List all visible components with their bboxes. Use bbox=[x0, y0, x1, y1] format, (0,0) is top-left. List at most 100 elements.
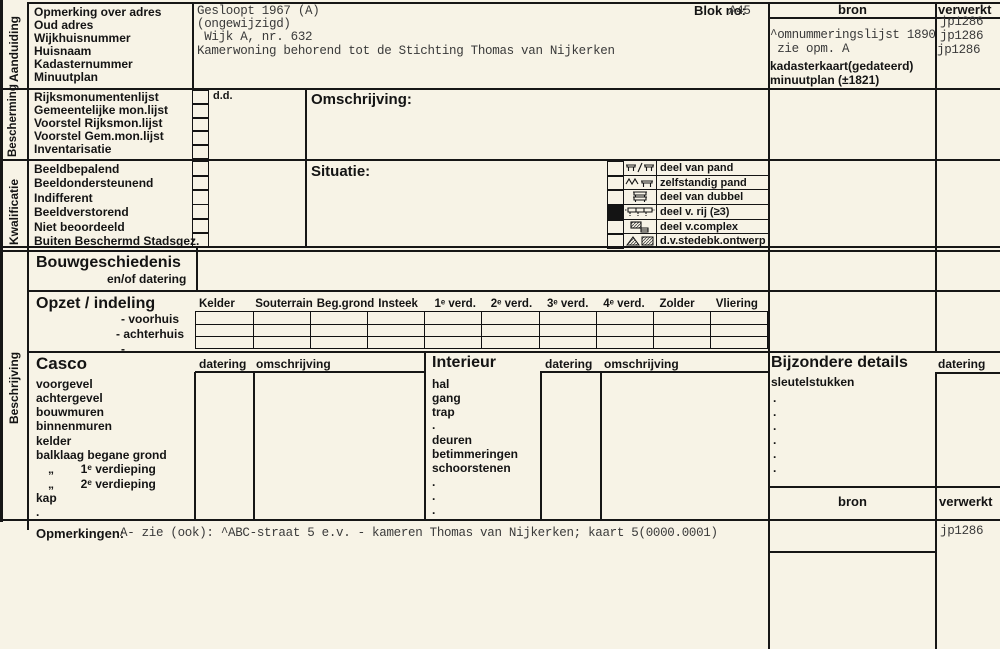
opzet-cell[interactable] bbox=[310, 336, 368, 348]
bijzondere-item-dot6: . bbox=[773, 461, 777, 475]
opzet-cell[interactable] bbox=[538, 312, 596, 324]
checkbox-beeldbepalend[interactable] bbox=[192, 161, 209, 177]
legend-label: deel v.complex bbox=[660, 220, 739, 233]
checkbox-deel-van-pand[interactable] bbox=[607, 161, 624, 177]
casco-item-bouwmuren: bouwmuren bbox=[36, 405, 104, 419]
situatie-area[interactable] bbox=[307, 182, 605, 246]
bron-header-bottom: bron bbox=[838, 494, 867, 509]
opzet-cell[interactable] bbox=[652, 336, 710, 348]
opzet-row-label-voorhuis: - voorhuis bbox=[121, 312, 180, 326]
opzet-cell[interactable] bbox=[481, 336, 539, 348]
legend-row-deel-v-rij: deel v. rij (≥3) bbox=[607, 205, 768, 221]
opzet-col-insteek: Insteek bbox=[378, 298, 418, 310]
opzet-cell[interactable] bbox=[253, 324, 311, 336]
casco-item-kap: kap bbox=[36, 491, 57, 505]
opzet-cell[interactable] bbox=[538, 324, 596, 336]
line-verwerkt-divider-bottom bbox=[935, 372, 937, 649]
kwalificatie-item-indifferent: Indifferent bbox=[34, 191, 93, 205]
checkbox-deel-v-complex[interactable] bbox=[607, 219, 624, 235]
blok-no-value: A45 bbox=[729, 4, 751, 18]
bron-header-underline bbox=[768, 17, 1000, 19]
checkbox-deel-van-dubbel[interactable] bbox=[607, 190, 624, 206]
bescherming-item-rijksmonumentenlijst: Rijksmonumentenlijst bbox=[34, 90, 159, 104]
interieur-item-dot1: . bbox=[432, 418, 436, 432]
opzet-cell[interactable] bbox=[424, 324, 482, 336]
opzet-cell[interactable] bbox=[652, 312, 710, 324]
casco-datering-col-left bbox=[194, 372, 196, 519]
checkbox-beeldverstorend[interactable] bbox=[192, 203, 209, 220]
interieur-item-trap: trap bbox=[432, 405, 455, 419]
checkbox-niet-beoordeeld[interactable] bbox=[192, 217, 209, 234]
casco-item-voorgevel: voorgevel bbox=[36, 377, 93, 391]
opzet-cell[interactable] bbox=[595, 312, 653, 324]
checkbox-zelfstandig-pand[interactable] bbox=[607, 175, 624, 191]
double-rule-b bbox=[0, 250, 1000, 252]
opzet-cell[interactable] bbox=[595, 336, 653, 348]
opzet-cell[interactable] bbox=[595, 324, 653, 336]
opzet-cell[interactable] bbox=[196, 324, 254, 336]
opzet-grid bbox=[195, 311, 768, 349]
typed-value-line2: (ongewijzigd) bbox=[197, 17, 291, 31]
checkbox-gemeentelijke-mon-lijst[interactable] bbox=[192, 103, 209, 119]
checkbox-inventarisatie[interactable] bbox=[192, 143, 209, 160]
opzet-col-beg-grond: Beg.grond bbox=[316, 298, 375, 310]
line-aanduiding-bottom bbox=[0, 88, 1000, 90]
dd-label: d.d. bbox=[213, 90, 233, 102]
opzet-cell[interactable] bbox=[481, 324, 539, 336]
interieur-datering-col-left bbox=[540, 372, 542, 519]
bron-typed-line1: ^omnummeringslijst 1890 bbox=[770, 28, 936, 42]
bouwgeschiedenis-area[interactable] bbox=[198, 252, 766, 288]
opzet-col-1e-verd: 1ᵉ verd. bbox=[434, 298, 476, 310]
opzet-col-3e-verd: 3ᵉ verd. bbox=[547, 298, 589, 310]
opzet-title: Opzet / indeling bbox=[36, 295, 156, 312]
checkbox-stedebouwkundig-ontwerp[interactable] bbox=[607, 234, 624, 250]
checkbox-beeldondersteunend[interactable] bbox=[192, 175, 209, 192]
checkbox-rijksmonumentenlijst[interactable] bbox=[192, 90, 209, 106]
opzet-cell[interactable] bbox=[709, 312, 767, 324]
opmerkingen-typed-text: A- zie (ook): ^ABC-straat 5 e.v. - kamer… bbox=[120, 526, 718, 540]
deel-van-dubbel-icon bbox=[624, 190, 657, 205]
field-label-wijkhuisnummer: Wijkhuisnummer bbox=[34, 31, 131, 45]
opzet-cell[interactable] bbox=[367, 312, 424, 324]
checkbox-voorstel-gem-mon[interactable] bbox=[192, 130, 209, 146]
situatie-legend: deel van pand zelfstandig pand deel van … bbox=[607, 161, 768, 250]
opzet-cell[interactable] bbox=[424, 312, 481, 324]
opzet-cell[interactable] bbox=[196, 312, 253, 324]
interieur-datering-column[interactable] bbox=[542, 373, 598, 518]
opzet-cell[interactable] bbox=[709, 324, 767, 336]
opzet-cell[interactable] bbox=[196, 336, 254, 348]
opzet-cell[interactable] bbox=[652, 324, 710, 336]
casco-item-balklaag-1e: „ 1ᵉ verdieping bbox=[48, 462, 156, 476]
interieur-omschrijving-header: omschrijving bbox=[604, 357, 679, 371]
opzet-cell[interactable] bbox=[367, 336, 425, 348]
opzet-cell[interactable] bbox=[424, 336, 482, 348]
checkbox-indifferent[interactable] bbox=[192, 189, 209, 206]
deel-v-complex-icon bbox=[624, 219, 657, 234]
verwerkt-header-bottom: verwerkt bbox=[939, 494, 993, 509]
opzet-cell[interactable] bbox=[481, 312, 538, 324]
legend-row-deel-van-dubbel: deel van dubbel bbox=[607, 190, 768, 206]
opzet-cell[interactable] bbox=[253, 336, 311, 348]
opzet-cell[interactable] bbox=[367, 324, 425, 336]
bijzondere-item-dot5: . bbox=[773, 447, 777, 461]
checkbox-deel-v-rij[interactable] bbox=[607, 205, 624, 221]
sidebar-label-beschrijving: Beschrijving bbox=[7, 351, 21, 424]
checkbox-voorstel-rijksmon[interactable] bbox=[192, 116, 209, 133]
bijzondere-datering-column[interactable] bbox=[937, 373, 1000, 485]
opzet-cell[interactable] bbox=[709, 336, 767, 348]
line-verwerkt-divider-top bbox=[935, 2, 937, 352]
line-bouwgeschiedenis-divider bbox=[196, 246, 198, 290]
double-rule-a bbox=[0, 246, 1000, 248]
casco-datering-column[interactable] bbox=[196, 373, 252, 518]
line-label-value-divider bbox=[192, 2, 194, 88]
bron-header-top: bron bbox=[838, 2, 867, 17]
opzet-cell[interactable] bbox=[538, 336, 596, 348]
omschrijving-area[interactable] bbox=[307, 108, 766, 158]
checkbox-buiten-beschermd[interactable] bbox=[192, 232, 209, 248]
interieur-omschrijving-column[interactable] bbox=[602, 373, 766, 518]
opzet-cell[interactable] bbox=[310, 324, 368, 336]
opzet-cell[interactable] bbox=[310, 312, 367, 324]
opzet-cell[interactable] bbox=[253, 312, 310, 324]
casco-omschrijving-column[interactable] bbox=[255, 373, 423, 518]
